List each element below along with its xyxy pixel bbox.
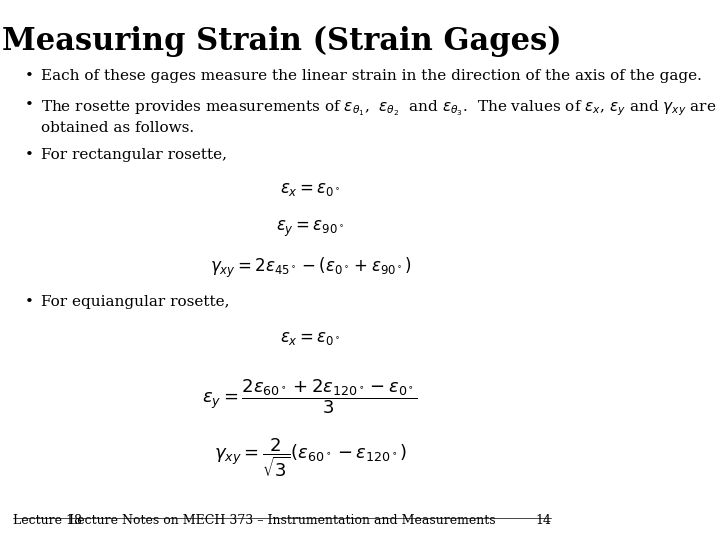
Text: $\varepsilon_y = \dfrac{2\varepsilon_{60^\circ} + 2\varepsilon_{120^\circ} - \va: $\varepsilon_y = \dfrac{2\varepsilon_{60… (202, 377, 418, 416)
Text: Lecture 18: Lecture 18 (14, 514, 82, 527)
Text: $\varepsilon_x = \varepsilon_{0^\circ}$: $\varepsilon_x = \varepsilon_{0^\circ}$ (280, 181, 341, 198)
Text: •: • (24, 98, 33, 112)
Text: $\varepsilon_x = \varepsilon_{0^\circ}$: $\varepsilon_x = \varepsilon_{0^\circ}$ (280, 330, 341, 347)
Text: •: • (24, 147, 33, 161)
Text: $\gamma_{xy} = 2\varepsilon_{45^\circ} - \left(\varepsilon_{0^\circ} + \varepsil: $\gamma_{xy} = 2\varepsilon_{45^\circ} -… (210, 255, 411, 280)
Text: obtained as follows.: obtained as follows. (42, 120, 194, 134)
Text: Each of these gages measure the linear strain in the direction of the axis of th: Each of these gages measure the linear s… (42, 69, 702, 83)
Text: $\varepsilon_y = \varepsilon_{90^\circ}$: $\varepsilon_y = \varepsilon_{90^\circ}$ (276, 218, 344, 239)
Text: Measuring Strain (Strain Gages): Measuring Strain (Strain Gages) (2, 25, 562, 57)
Text: For equiangular rosette,: For equiangular rosette, (42, 295, 230, 309)
Text: •: • (24, 69, 33, 83)
Text: 14: 14 (535, 514, 551, 527)
Text: •: • (24, 295, 33, 309)
Text: The rosette provides measurements of $\varepsilon_{\theta_1}$,  $\varepsilon_{\t: The rosette provides measurements of $\v… (42, 98, 716, 118)
Text: $\gamma_{xy} = \dfrac{2}{\sqrt{3}}\left(\varepsilon_{60^\circ} - \varepsilon_{12: $\gamma_{xy} = \dfrac{2}{\sqrt{3}}\left(… (214, 436, 407, 480)
Text: Lecture Notes on MECH 373 – Instrumentation and Measurements: Lecture Notes on MECH 373 – Instrumentat… (69, 514, 495, 527)
Text: For rectangular rosette,: For rectangular rosette, (42, 147, 228, 161)
